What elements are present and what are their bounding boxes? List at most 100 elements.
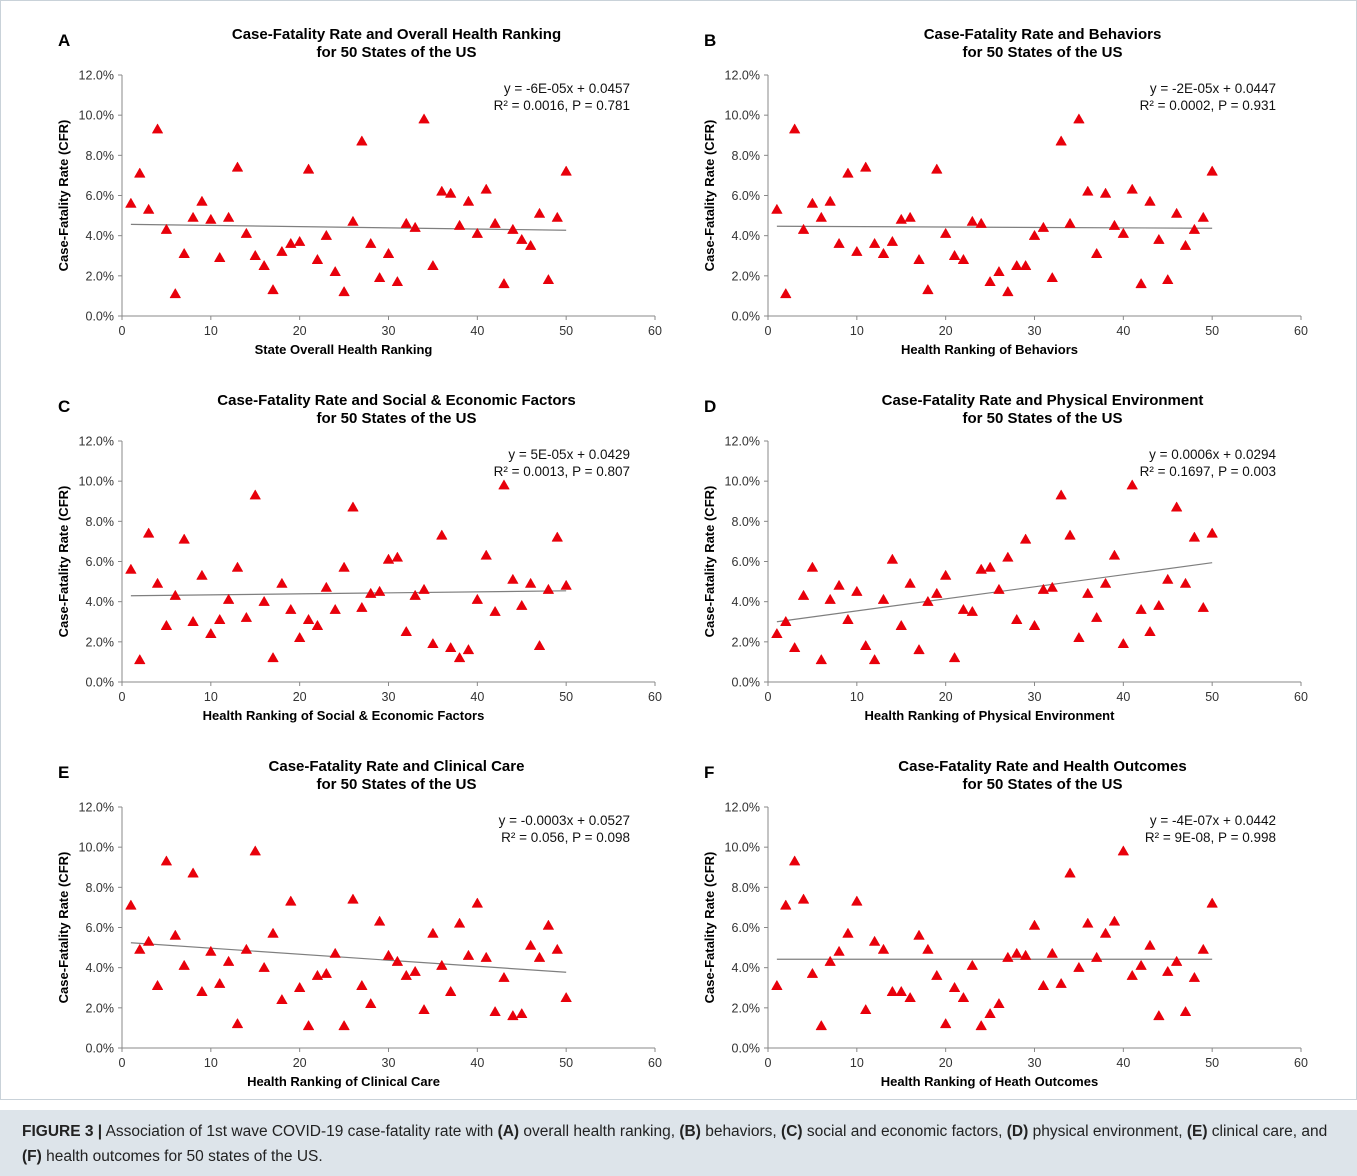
data-point <box>1144 626 1156 636</box>
panel-letter: E <box>58 763 69 782</box>
data-point <box>1046 948 1058 958</box>
data-point <box>1002 551 1014 562</box>
data-point <box>993 266 1005 277</box>
data-point <box>940 228 952 238</box>
x-tick-label: 60 <box>648 324 662 338</box>
data-point <box>1197 212 1209 222</box>
caption-fragment: health outcomes for 50 states of the US. <box>41 1148 323 1165</box>
data-point <box>1135 960 1147 970</box>
data-point <box>534 952 546 962</box>
trend-equation: y = -2E-05x + 0.0447 <box>1150 81 1276 96</box>
y-tick-label: 10.0% <box>725 475 760 489</box>
y-tick-label: 12.0% <box>725 801 760 815</box>
data-point <box>311 970 323 980</box>
y-tick-label: 8.0% <box>86 515 115 529</box>
data-point <box>125 198 137 208</box>
y-tick-label: 4.0% <box>86 961 115 975</box>
data-point <box>507 1010 519 1021</box>
y-tick-label: 4.0% <box>732 595 761 609</box>
data-point <box>833 580 845 590</box>
data-point <box>904 992 916 1002</box>
data-point <box>320 230 332 240</box>
data-point <box>551 944 563 954</box>
data-point <box>382 553 395 564</box>
panel-letter: A <box>58 31 70 50</box>
data-point <box>276 578 288 588</box>
data-point <box>347 501 359 512</box>
data-point <box>940 570 952 580</box>
data-point <box>1206 527 1218 538</box>
data-point <box>560 580 572 590</box>
y-tick-label: 0.0% <box>86 1042 115 1056</box>
data-point <box>913 644 925 655</box>
data-point <box>860 640 872 651</box>
data-point <box>869 654 881 665</box>
caption-fragment: social and economic factors, <box>802 1123 1007 1140</box>
y-tick-label: 4.0% <box>732 229 761 243</box>
y-tick-label: 8.0% <box>732 149 761 163</box>
data-point <box>1153 234 1165 244</box>
data-point <box>507 574 519 584</box>
data-point <box>143 204 155 214</box>
data-point <box>1002 952 1014 962</box>
data-point <box>833 946 845 956</box>
data-point <box>1055 978 1067 988</box>
data-point <box>1135 278 1147 289</box>
chart-panel-e: E Case-Fatality Rate and Clinical Carefor… <box>56 758 662 1089</box>
chart-title-line: Case-Fatality Rate and Behaviors <box>924 26 1162 43</box>
data-point <box>267 284 279 295</box>
data-point <box>187 212 199 222</box>
caption-fragment: physical environment, <box>1028 1123 1187 1140</box>
data-point <box>480 183 492 194</box>
data-point <box>975 218 987 228</box>
x-tick-label: 50 <box>1205 1056 1219 1070</box>
y-axis-label: Case-Fatality Rate (CFR) <box>702 852 717 1004</box>
data-point <box>418 1004 430 1015</box>
data-point <box>498 479 510 490</box>
x-axis-label: Health Ranking of Heath Outcomes <box>881 1074 1098 1089</box>
data-point <box>187 616 199 626</box>
data-point <box>462 950 474 960</box>
data-point <box>294 236 306 246</box>
y-tick-label: 6.0% <box>86 555 115 569</box>
data-point <box>285 238 297 248</box>
data-point <box>886 986 898 996</box>
data-point <box>436 529 448 540</box>
x-tick-label: 30 <box>382 324 396 338</box>
y-tick-label: 6.0% <box>732 921 761 935</box>
x-axis-label: State Overall Health Ranking <box>255 342 433 357</box>
data-point <box>320 582 332 592</box>
panel-letter: C <box>58 397 70 416</box>
x-tick-label: 20 <box>939 690 953 704</box>
x-tick-label: 50 <box>1205 324 1219 338</box>
data-point <box>1037 980 1049 990</box>
y-axis-label: Case-Fatality Rate (CFR) <box>56 120 71 272</box>
data-point <box>258 596 270 606</box>
trendline <box>130 942 567 973</box>
data-point <box>542 919 554 930</box>
data-point <box>427 260 439 270</box>
x-tick-label: 0 <box>765 1056 772 1070</box>
x-tick-label: 50 <box>559 324 573 338</box>
y-tick-label: 10.0% <box>725 109 760 123</box>
data-point <box>374 915 386 926</box>
data-point <box>205 214 217 224</box>
data-point <box>382 248 395 258</box>
data-point <box>1206 165 1218 176</box>
data-point <box>551 531 563 542</box>
data-point <box>842 614 854 624</box>
data-point <box>516 600 528 610</box>
data-point <box>993 998 1005 1009</box>
data-point <box>1082 185 1094 196</box>
data-point <box>294 982 306 992</box>
data-point <box>1073 632 1085 643</box>
data-point <box>178 533 190 544</box>
data-point <box>143 527 155 538</box>
data-point <box>869 238 881 248</box>
data-point <box>178 248 190 258</box>
data-point <box>1162 574 1174 584</box>
data-point <box>789 855 801 866</box>
data-point <box>231 1018 243 1029</box>
data-point <box>400 626 412 636</box>
data-point <box>771 628 783 639</box>
